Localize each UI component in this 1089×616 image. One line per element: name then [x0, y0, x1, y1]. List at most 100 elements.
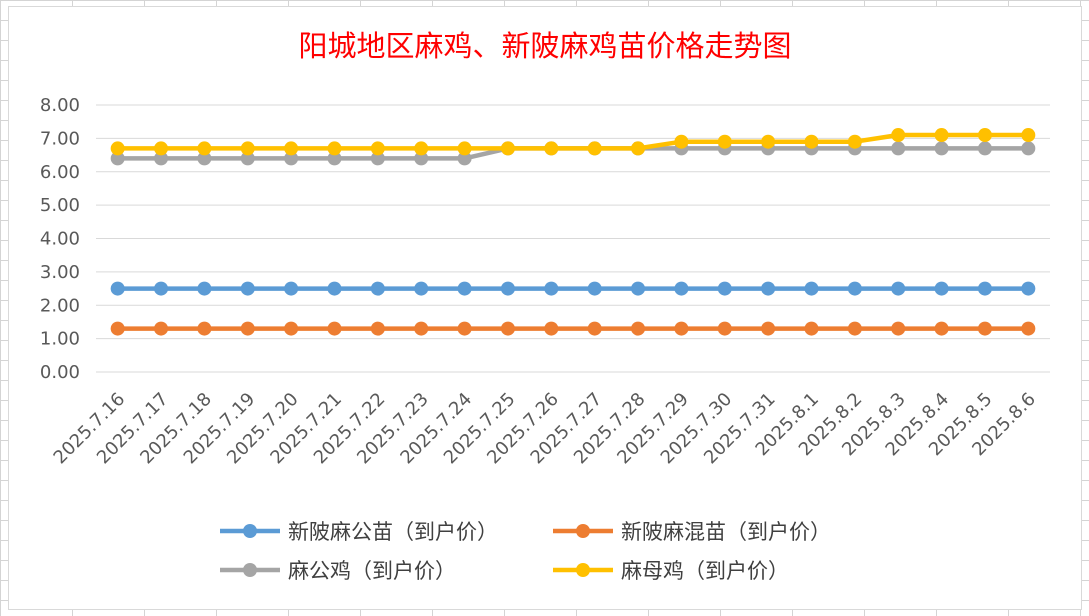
data-point	[457, 141, 472, 156]
data-point	[500, 321, 515, 336]
data-point	[934, 321, 949, 336]
data-point	[457, 321, 472, 336]
data-point	[674, 281, 689, 296]
data-point	[154, 141, 169, 156]
data-point	[761, 281, 776, 296]
data-point	[891, 321, 906, 336]
series-line	[117, 132, 1029, 151]
data-point	[934, 128, 949, 143]
data-point	[717, 134, 732, 149]
data-point	[327, 141, 342, 156]
data-point	[934, 141, 949, 156]
data-point	[414, 321, 429, 336]
data-point	[284, 281, 299, 296]
legend-item[interactable]: 新陂麻公苗（到户价）	[220, 520, 498, 544]
data-point	[717, 281, 732, 296]
data-point	[370, 151, 385, 166]
y-tick-label: 7.00	[40, 128, 80, 149]
y-tick-label: 5.00	[40, 195, 80, 216]
data-point	[414, 281, 429, 296]
series-0	[110, 281, 1036, 296]
legend-item[interactable]: 麻母鸡（到户价）	[553, 559, 789, 583]
data-point	[327, 281, 342, 296]
data-point	[414, 151, 429, 166]
y-tick-label: 2.00	[40, 295, 80, 316]
data-point	[977, 128, 992, 143]
gridlines	[96, 104, 1050, 373]
data-point	[240, 281, 255, 296]
data-point	[197, 321, 212, 336]
data-point	[587, 321, 602, 336]
data-point	[500, 281, 515, 296]
data-point	[847, 134, 862, 149]
data-point	[197, 141, 212, 156]
data-point	[631, 141, 646, 156]
data-point	[674, 134, 689, 149]
data-point	[544, 281, 559, 296]
data-point	[891, 281, 906, 296]
data-point	[240, 151, 255, 166]
data-point	[457, 281, 472, 296]
data-point	[1021, 321, 1036, 336]
data-point	[154, 281, 169, 296]
data-point	[717, 321, 732, 336]
data-point	[197, 151, 212, 166]
series-layer	[110, 128, 1036, 336]
data-point	[327, 151, 342, 166]
data-point	[284, 141, 299, 156]
y-tick-label: 4.00	[40, 229, 80, 250]
chart-title: 阳城地区麻鸡、新陂麻鸡苗价格走势图	[298, 29, 791, 63]
data-point	[284, 151, 299, 166]
chart-area[interactable]	[8, 6, 1082, 610]
data-point	[847, 321, 862, 336]
y-tick-label: 0.00	[40, 362, 80, 383]
data-point	[154, 151, 169, 166]
y-tick-label: 1.00	[40, 329, 80, 350]
data-point	[1021, 141, 1036, 156]
legend-swatch-marker	[243, 563, 257, 577]
data-point	[284, 321, 299, 336]
legend-label: 新陂麻公苗（到户价）	[288, 520, 498, 544]
data-point	[847, 281, 862, 296]
data-point	[370, 141, 385, 156]
legend-label: 新陂麻混苗（到户价）	[621, 520, 831, 544]
data-point	[110, 151, 125, 166]
data-point	[631, 281, 646, 296]
legend-swatch-marker	[576, 524, 590, 538]
data-point	[891, 141, 906, 156]
data-point	[761, 321, 776, 336]
data-point	[370, 321, 385, 336]
y-tick-label: 3.00	[40, 262, 80, 283]
data-point	[934, 281, 949, 296]
y-tick-label: 8.00	[40, 95, 80, 116]
data-point	[544, 321, 559, 336]
data-point	[1021, 128, 1036, 143]
data-point	[804, 281, 819, 296]
data-point	[544, 141, 559, 156]
data-point	[110, 281, 125, 296]
data-point	[587, 281, 602, 296]
x-axis-ticks: 2025.7.162025.7.172025.7.182025.7.192025…	[50, 389, 1040, 469]
data-point	[110, 141, 125, 156]
data-point	[240, 141, 255, 156]
y-axis-ticks: 0.00 1.00 2.00 3.00 4.00 5.00 6.00 7.00 8.00	[40, 95, 80, 383]
legend: 新陂麻公苗（到户价） 新陂麻混苗（到户价） 麻公鸡（到户价） 麻母鸡（到户价）	[220, 520, 831, 583]
y-tick-label: 6.00	[40, 162, 80, 183]
data-point	[197, 281, 212, 296]
legend-item[interactable]: 新陂麻混苗（到户价）	[553, 520, 831, 544]
legend-label: 麻母鸡（到户价）	[621, 559, 789, 583]
series-3	[110, 128, 1036, 156]
data-point	[804, 134, 819, 149]
legend-swatch-marker	[243, 524, 257, 538]
data-point	[154, 321, 169, 336]
data-point	[631, 321, 646, 336]
legend-label: 麻公鸡（到户价）	[288, 559, 456, 583]
data-point	[674, 321, 689, 336]
data-point	[457, 151, 472, 166]
data-point	[587, 141, 602, 156]
series-1	[110, 321, 1036, 336]
data-point	[977, 281, 992, 296]
data-point	[110, 321, 125, 336]
legend-item[interactable]: 麻公鸡（到户价）	[220, 559, 456, 583]
